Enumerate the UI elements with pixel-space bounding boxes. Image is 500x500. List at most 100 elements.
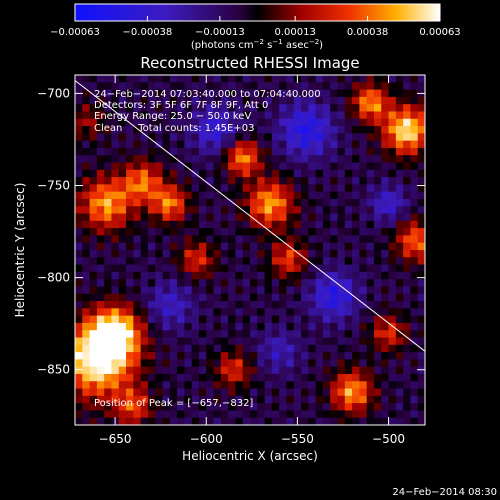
heatmap-cell — [177, 366, 185, 375]
heatmap-cell — [337, 403, 346, 411]
heatmap-cell — [381, 308, 389, 317]
heatmap-cell — [417, 191, 425, 200]
heatmap-cell — [96, 330, 105, 338]
heatmap-cell — [220, 410, 229, 419]
heatmap-cell — [242, 381, 251, 389]
heatmap-cell — [228, 96, 236, 105]
heatmap-cell — [352, 264, 360, 273]
heatmap-cell — [286, 271, 295, 280]
heatmap-cell — [271, 337, 280, 346]
heatmap-cell — [147, 271, 156, 280]
heatmap-cell — [395, 301, 404, 309]
heatmap-cell — [198, 344, 207, 353]
heatmap-cell — [271, 155, 280, 163]
heatmap-cell — [352, 89, 360, 98]
heatmap-cell — [373, 140, 382, 149]
heatmap-cell — [366, 111, 375, 120]
heatmap-cell — [198, 373, 207, 382]
info-line-clean: Clean Total counts: 1.45E+03 — [94, 123, 254, 134]
heatmap-cell — [220, 75, 229, 83]
heatmap-cell — [220, 140, 229, 149]
heatmap-cell — [293, 330, 302, 338]
heatmap-cell — [177, 271, 185, 280]
heatmap-cell — [410, 410, 419, 419]
heatmap-cell — [337, 155, 346, 163]
heatmap-cell — [126, 352, 134, 360]
heatmap-cell — [242, 198, 251, 207]
heatmap-cell — [140, 89, 149, 98]
heatmap-cell — [279, 155, 287, 163]
heatmap-cell — [308, 220, 317, 229]
heatmap-cell — [235, 344, 244, 353]
heatmap-cell — [169, 250, 178, 258]
heatmap-cell — [403, 75, 411, 83]
heatmap-cell — [177, 213, 185, 222]
heatmap-cell — [169, 177, 178, 185]
heatmap-cell — [293, 104, 302, 112]
heatmap-cell — [271, 279, 280, 287]
heatmap-cell — [177, 395, 185, 404]
heatmap-cell — [155, 111, 163, 120]
heatmap-cell — [82, 75, 90, 83]
heatmap-cell — [322, 359, 331, 368]
heatmap-cell — [322, 322, 331, 331]
heatmap-cell — [118, 198, 127, 207]
heatmap-cell — [126, 213, 134, 222]
heatmap-cell — [293, 89, 302, 98]
heatmap-cell — [184, 395, 193, 404]
heatmap-cell — [191, 330, 200, 338]
heatmap-cell — [206, 271, 214, 280]
heatmap-cell — [395, 271, 404, 280]
heatmap-cell — [104, 228, 112, 236]
heatmap-cell — [286, 403, 295, 411]
heatmap-cell — [147, 381, 156, 389]
heatmap-cell — [96, 75, 105, 83]
heatmap-cell — [147, 373, 156, 382]
heatmap-cell — [198, 330, 207, 338]
heatmap-cell — [417, 220, 425, 229]
heatmap-cell — [395, 250, 404, 258]
heatmap-cell — [111, 286, 120, 295]
heatmap-cell — [162, 213, 171, 222]
heatmap-cell — [373, 126, 382, 134]
heatmap-cell — [330, 89, 338, 98]
heatmap-cell — [293, 366, 302, 375]
heatmap-cell — [198, 403, 207, 411]
heatmap-cell — [388, 388, 397, 397]
heatmap-cell — [250, 257, 258, 265]
heatmap-cell — [417, 206, 425, 214]
heatmap-cell — [257, 264, 265, 273]
heatmap-cell — [410, 417, 419, 425]
heatmap-cell — [213, 177, 222, 185]
heatmap-cell — [359, 352, 368, 360]
heatmap-cell — [293, 322, 302, 331]
heatmap-cell — [366, 75, 375, 83]
heatmap-cell — [191, 155, 200, 163]
heatmap-cell — [169, 75, 178, 83]
heatmap-cell — [220, 133, 229, 142]
heatmap-cell — [271, 257, 280, 265]
heatmap-cell — [250, 177, 258, 185]
heatmap-cell — [213, 417, 222, 425]
heatmap-cell — [177, 410, 185, 419]
heatmap-cell — [250, 322, 258, 331]
heatmap-cell — [279, 403, 287, 411]
heatmap-cell — [155, 140, 163, 149]
heatmap-cell — [381, 352, 389, 360]
heatmap-cell — [220, 89, 229, 98]
heatmap-cell — [264, 286, 273, 295]
heatmap-cell — [118, 250, 127, 258]
heatmap-cell — [373, 220, 382, 229]
heatmap-cell — [89, 147, 98, 156]
heatmap-cell — [264, 169, 273, 178]
heatmap-cell — [206, 155, 214, 163]
heatmap-cell — [162, 359, 171, 368]
heatmap-cell — [96, 279, 105, 287]
heatmap-cell — [322, 395, 331, 404]
heatmap-cell — [104, 118, 112, 127]
heatmap-cell — [250, 286, 258, 295]
heatmap-cell — [104, 381, 112, 389]
heatmap-cell — [82, 373, 90, 382]
heatmap-cell — [352, 140, 360, 149]
heatmap-cell — [126, 279, 134, 287]
